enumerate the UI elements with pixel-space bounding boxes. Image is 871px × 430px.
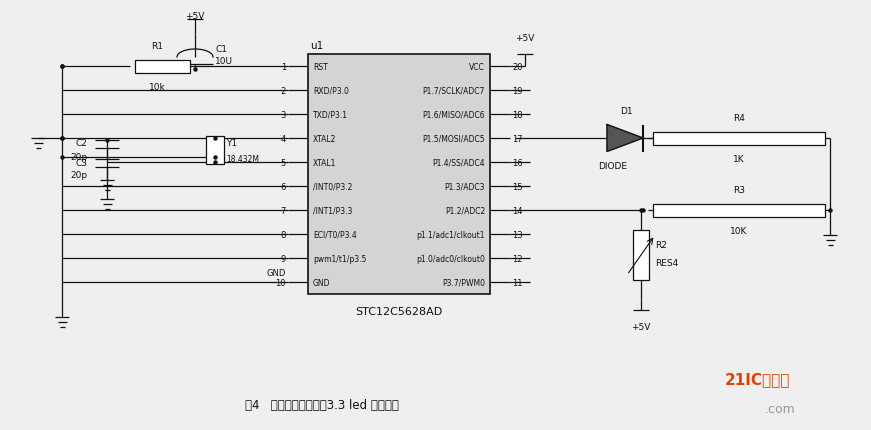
Text: 5: 5 (280, 158, 286, 167)
Text: 4: 4 (280, 134, 286, 143)
Text: pwm1/t1/p3.5: pwm1/t1/p3.5 (313, 254, 367, 263)
Text: P3.7/PWM0: P3.7/PWM0 (442, 278, 485, 287)
Text: 1: 1 (280, 62, 286, 71)
Bar (633, 230, 649, 280)
Text: XTAL2: XTAL2 (313, 134, 336, 143)
Text: +5V: +5V (186, 12, 205, 21)
Text: 18: 18 (512, 110, 523, 119)
Text: 2: 2 (280, 86, 286, 95)
Text: 10U: 10U (215, 57, 233, 66)
Text: R2: R2 (655, 241, 667, 250)
Text: GND: GND (313, 278, 330, 287)
Text: 20p: 20p (70, 152, 87, 161)
Text: P1.2/ADC2: P1.2/ADC2 (445, 206, 485, 215)
Text: 17: 17 (512, 134, 523, 143)
Text: 15: 15 (512, 182, 523, 191)
Text: p1.0/adc0/clkout0: p1.0/adc0/clkout0 (416, 254, 485, 263)
Text: 图4   控制模块的原理图3.3 led 驱动模块: 图4 控制模块的原理图3.3 led 驱动模块 (246, 398, 399, 411)
Text: 1K: 1K (733, 155, 745, 164)
Text: Y1: Y1 (226, 138, 237, 147)
Text: XTAL1: XTAL1 (313, 158, 336, 167)
Text: P1.4/SS/ADC4: P1.4/SS/ADC4 (432, 158, 485, 167)
Text: 20: 20 (512, 62, 523, 71)
Bar (653, 204, 825, 217)
Text: P1.6/MISO/ADC6: P1.6/MISO/ADC6 (422, 110, 485, 119)
Text: VCC: VCC (469, 62, 485, 71)
Text: 10: 10 (275, 278, 286, 287)
Text: /INT1/P3.3: /INT1/P3.3 (313, 206, 353, 215)
Text: 8: 8 (280, 230, 286, 239)
Text: STC12C5628AD: STC12C5628AD (355, 306, 442, 316)
Text: RXD/P3.0: RXD/P3.0 (313, 86, 349, 95)
Text: 3: 3 (280, 110, 286, 119)
Text: 13: 13 (512, 230, 523, 239)
Text: P1.3/ADC3: P1.3/ADC3 (444, 182, 485, 191)
Text: /INT0/P3.2: /INT0/P3.2 (313, 182, 353, 191)
Bar (135, 60, 190, 74)
Text: RST: RST (313, 62, 327, 71)
Text: .com: .com (764, 402, 795, 415)
Text: ECI/T0/P3.4: ECI/T0/P3.4 (313, 230, 357, 239)
Text: R1: R1 (152, 42, 164, 51)
Text: P1.7/SCLK/ADC7: P1.7/SCLK/ADC7 (422, 86, 485, 95)
Bar (653, 132, 825, 145)
Text: 14: 14 (512, 206, 523, 215)
Text: R4: R4 (733, 114, 745, 123)
Text: 7: 7 (280, 206, 286, 215)
Text: C3: C3 (75, 158, 87, 167)
Text: 10K: 10K (730, 227, 747, 236)
Text: 19: 19 (512, 86, 523, 95)
Text: +5V: +5V (516, 34, 535, 43)
Text: 9: 9 (280, 254, 286, 263)
Text: 21IC电子网: 21IC电子网 (725, 371, 791, 386)
Text: 20p: 20p (70, 171, 87, 180)
Bar (206, 137, 224, 165)
Text: DIODE: DIODE (598, 162, 627, 171)
Text: C1: C1 (215, 46, 227, 54)
Text: p1.1/adc1/clkout1: p1.1/adc1/clkout1 (416, 230, 485, 239)
Text: GND: GND (267, 268, 286, 277)
Text: R3: R3 (733, 186, 745, 194)
Text: +5V: +5V (631, 322, 651, 331)
Text: 11: 11 (512, 278, 523, 287)
Text: RES4: RES4 (655, 259, 679, 268)
Text: D1: D1 (620, 107, 632, 116)
Bar (308, 55, 490, 294)
Text: u1: u1 (310, 41, 323, 51)
Text: 10k: 10k (149, 83, 165, 92)
Text: TXD/P3.1: TXD/P3.1 (313, 110, 348, 119)
Text: C2: C2 (75, 139, 87, 148)
Polygon shape (607, 125, 643, 152)
Text: 12: 12 (512, 254, 523, 263)
Text: 18.432M: 18.432M (226, 154, 259, 163)
Text: 16: 16 (512, 158, 523, 167)
Text: P1.5/MOSI/ADC5: P1.5/MOSI/ADC5 (422, 134, 485, 143)
Text: 6: 6 (280, 182, 286, 191)
